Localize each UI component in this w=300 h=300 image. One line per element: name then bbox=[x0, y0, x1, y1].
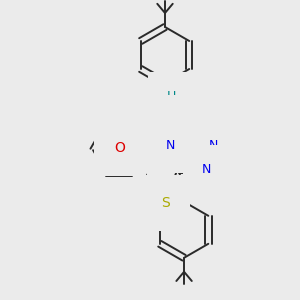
Text: N: N bbox=[165, 139, 175, 152]
Text: N: N bbox=[209, 139, 219, 152]
Text: N: N bbox=[155, 138, 165, 152]
Text: N: N bbox=[202, 163, 212, 176]
Text: H: H bbox=[166, 91, 176, 103]
Text: N: N bbox=[148, 116, 158, 130]
Text: O: O bbox=[115, 141, 125, 155]
Text: S: S bbox=[160, 196, 169, 210]
Text: H: H bbox=[164, 134, 174, 146]
